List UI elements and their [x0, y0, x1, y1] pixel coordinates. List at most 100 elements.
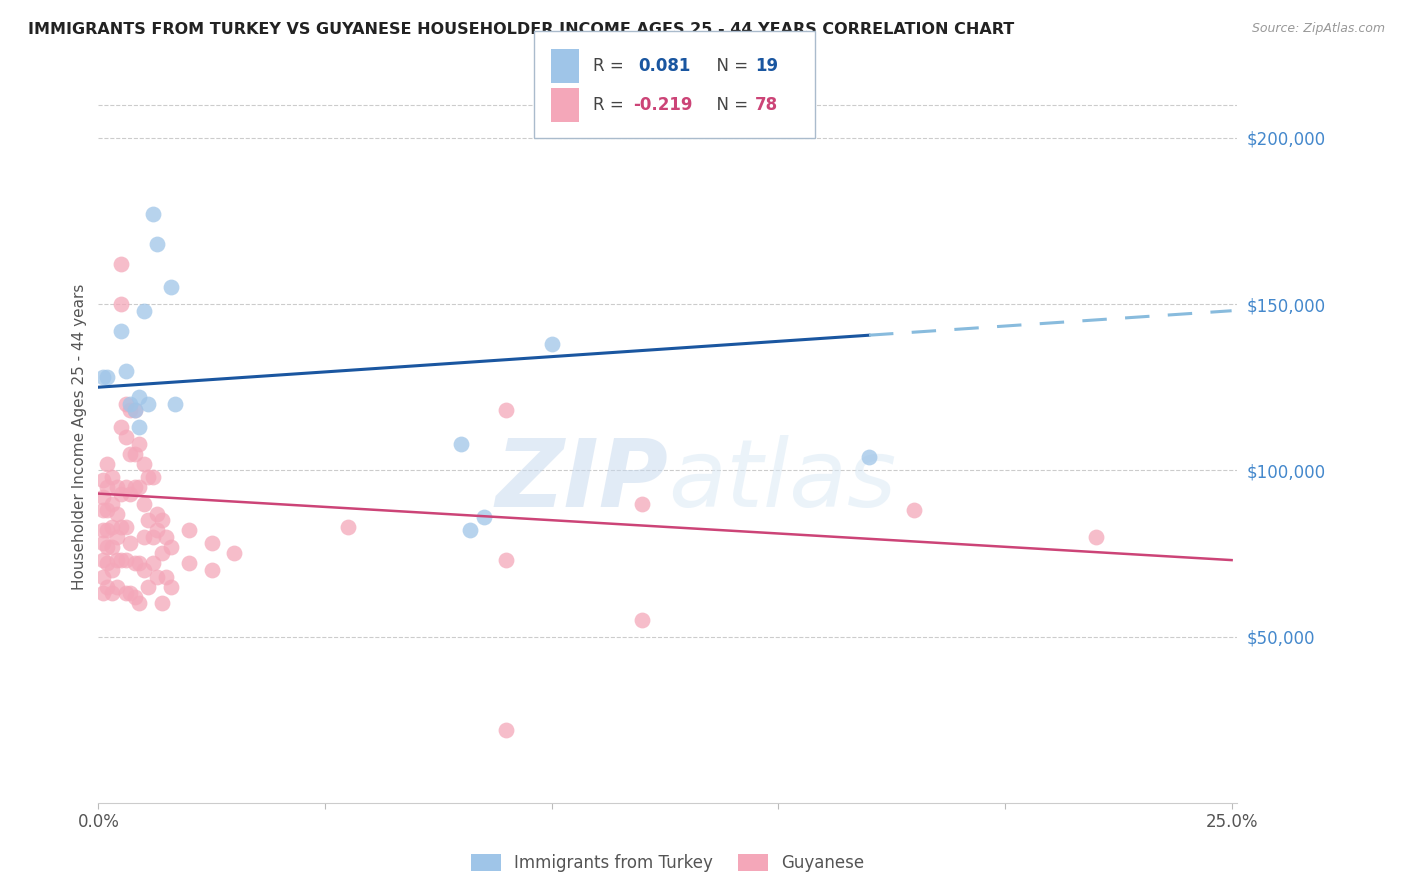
Point	[91, 370, 114, 384]
Legend: Immigrants from Turkey, Guyanese: Immigrants from Turkey, Guyanese	[464, 847, 872, 879]
Text: -0.219: -0.219	[633, 96, 692, 114]
Point	[495, 403, 517, 417]
Point	[91, 473, 114, 487]
Point	[101, 470, 124, 484]
Point	[120, 586, 142, 600]
Point	[96, 480, 118, 494]
Point	[142, 207, 165, 221]
Point	[142, 557, 165, 571]
Point	[110, 420, 132, 434]
Point	[114, 397, 136, 411]
Point	[114, 586, 136, 600]
Point	[96, 580, 118, 594]
Text: IMMIGRANTS FROM TURKEY VS GUYANESE HOUSEHOLDER INCOME AGES 25 - 44 YEARS CORRELA: IMMIGRANTS FROM TURKEY VS GUYANESE HOUSE…	[28, 22, 1014, 37]
Text: atlas: atlas	[668, 435, 896, 526]
Point	[91, 490, 114, 504]
Point	[132, 303, 155, 318]
Point	[136, 580, 159, 594]
Point	[120, 536, 142, 550]
Point	[136, 513, 159, 527]
Point	[150, 596, 173, 610]
Point	[336, 520, 359, 534]
Point	[124, 403, 146, 417]
Point	[124, 403, 146, 417]
Point	[224, 546, 246, 560]
Point	[150, 513, 173, 527]
Point	[631, 497, 654, 511]
Point	[124, 590, 146, 604]
Point	[495, 723, 517, 737]
Point	[114, 553, 136, 567]
Point	[96, 540, 118, 554]
Text: Source: ZipAtlas.com: Source: ZipAtlas.com	[1251, 22, 1385, 36]
Point	[160, 540, 183, 554]
Point	[120, 403, 142, 417]
Point	[120, 486, 142, 500]
Point	[128, 420, 150, 434]
Point	[165, 397, 187, 411]
Point	[631, 613, 654, 627]
Point	[136, 470, 159, 484]
Point	[105, 553, 128, 567]
Point	[150, 546, 173, 560]
Point	[110, 257, 132, 271]
Point	[136, 397, 159, 411]
Point	[110, 520, 132, 534]
Point	[903, 503, 925, 517]
Point	[114, 363, 136, 377]
Text: R =: R =	[593, 57, 630, 75]
Point	[142, 530, 165, 544]
Point	[110, 486, 132, 500]
Point	[110, 297, 132, 311]
Point	[114, 480, 136, 494]
Point	[105, 507, 128, 521]
Text: 19: 19	[755, 57, 778, 75]
Point	[101, 520, 124, 534]
Point	[120, 447, 142, 461]
Point	[155, 530, 177, 544]
Point	[124, 447, 146, 461]
Point	[540, 337, 562, 351]
Point	[1084, 530, 1107, 544]
Point	[160, 580, 183, 594]
Point	[128, 480, 150, 494]
Point	[472, 509, 495, 524]
Point	[128, 390, 150, 404]
Text: N =: N =	[706, 96, 754, 114]
Point	[128, 557, 150, 571]
Point	[91, 553, 114, 567]
Point	[96, 503, 118, 517]
Point	[101, 563, 124, 577]
Point	[458, 523, 481, 537]
Point	[96, 457, 118, 471]
Text: N =: N =	[706, 57, 754, 75]
Point	[177, 523, 200, 537]
Point	[101, 586, 124, 600]
Point	[132, 563, 155, 577]
Point	[450, 436, 472, 450]
Point	[201, 563, 224, 577]
Point	[124, 557, 146, 571]
Point	[105, 480, 128, 494]
Point	[91, 523, 114, 537]
Point	[91, 586, 114, 600]
Y-axis label: Householder Income Ages 25 - 44 years: Householder Income Ages 25 - 44 years	[72, 284, 87, 591]
Point	[146, 507, 169, 521]
Point	[495, 553, 517, 567]
Point	[146, 237, 169, 252]
Point	[155, 570, 177, 584]
Point	[114, 430, 136, 444]
Point	[201, 536, 224, 550]
Point	[132, 530, 155, 544]
Point	[177, 557, 200, 571]
Point	[858, 450, 880, 464]
Point	[132, 457, 155, 471]
Point	[110, 553, 132, 567]
Point	[91, 503, 114, 517]
Point	[91, 570, 114, 584]
Point	[101, 540, 124, 554]
Point	[120, 397, 142, 411]
Point	[128, 436, 150, 450]
Text: R =: R =	[593, 96, 630, 114]
Text: 78: 78	[755, 96, 778, 114]
